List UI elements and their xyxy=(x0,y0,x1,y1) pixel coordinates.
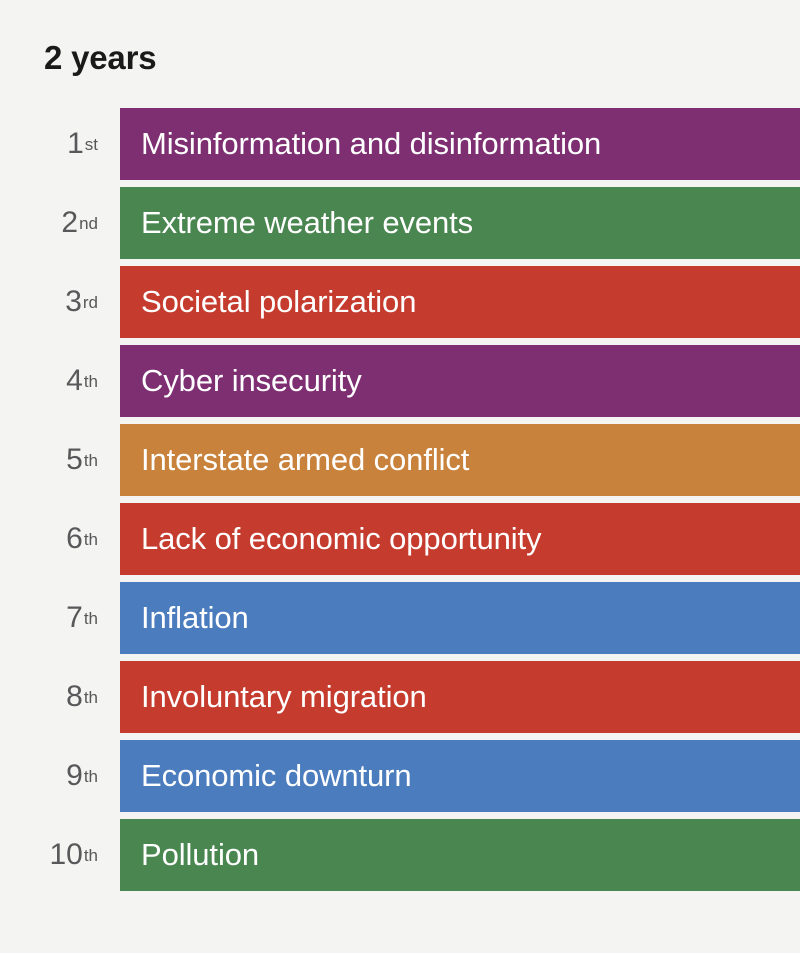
rank-number: 4 xyxy=(66,364,83,397)
rank-number: 1 xyxy=(67,127,84,160)
rank-ordinal-suffix: th xyxy=(83,845,98,865)
risk-label: Lack of economic opportunity xyxy=(141,521,542,556)
risk-bar[interactable]: Inflation xyxy=(120,582,800,654)
risk-bar[interactable]: Cyber insecurity xyxy=(120,345,800,417)
risk-bar[interactable]: Economic downturn xyxy=(120,740,800,812)
rank-number: 3 xyxy=(65,285,82,318)
risk-label: Misinformation and disinformation xyxy=(141,126,602,161)
rank-number: 2 xyxy=(61,206,79,239)
risk-bar[interactable]: Extreme weather events xyxy=(120,187,800,259)
rank-number: 5 xyxy=(66,443,83,476)
rank-number: 6 xyxy=(66,522,83,555)
rank-ordinal-suffix: th xyxy=(83,687,98,707)
rank-number: 8 xyxy=(66,680,83,713)
rank-number: 10 xyxy=(49,838,83,871)
risk-label: Economic downturn xyxy=(141,758,412,793)
page-title: 2 years xyxy=(44,39,157,76)
risk-label: Cyber insecurity xyxy=(141,363,362,398)
rank-ordinal-suffix: th xyxy=(83,608,98,628)
risk-bar[interactable]: Involuntary migration xyxy=(120,661,800,733)
risk-bar[interactable]: Pollution xyxy=(120,819,800,891)
risk-bar[interactable]: Misinformation and disinformation xyxy=(120,108,800,180)
risk-label: Pollution xyxy=(141,837,260,872)
risk-label: Interstate armed conflict xyxy=(141,442,470,477)
risk-bar[interactable]: Lack of economic opportunity xyxy=(120,503,800,575)
risk-bar[interactable]: Societal polarization xyxy=(120,266,800,338)
rank-number: 9 xyxy=(66,759,83,792)
risk-label: Inflation xyxy=(141,600,249,635)
risk-label: Extreme weather events xyxy=(141,205,474,240)
rank-ordinal-suffix: nd xyxy=(79,213,98,233)
rank-ordinal-suffix: st xyxy=(84,134,98,154)
rank-number: 7 xyxy=(66,601,83,634)
rank-ordinal-suffix: th xyxy=(83,766,98,786)
rank-ordinal-suffix: th xyxy=(83,371,98,391)
risk-label: Involuntary migration xyxy=(141,679,427,714)
rank-ordinal-suffix: th xyxy=(83,450,98,470)
rank-ordinal-suffix: th xyxy=(83,529,98,549)
risk-bar[interactable]: Interstate armed conflict xyxy=(120,424,800,496)
risk-label: Societal polarization xyxy=(141,284,417,319)
rank-ordinal-suffix: rd xyxy=(82,292,98,312)
